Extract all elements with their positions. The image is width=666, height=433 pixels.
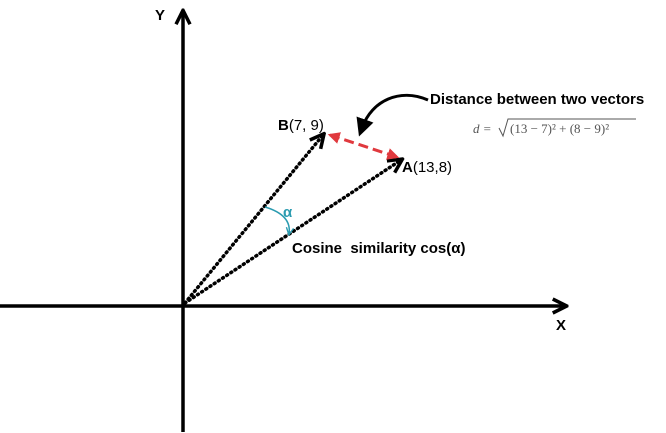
point-name: A bbox=[402, 159, 413, 176]
point-b-label: B(7, 9) bbox=[278, 117, 324, 134]
vector-b bbox=[183, 135, 323, 305]
formula-radicand: (13 − 7)² + (8 − 9)² bbox=[510, 121, 609, 136]
radical-sign bbox=[498, 118, 636, 138]
point-coords: (13,8) bbox=[413, 159, 452, 176]
formula-lhs: d = bbox=[473, 121, 492, 136]
cosine-label: Cosine similarity cos(α) bbox=[292, 240, 465, 257]
x-axis-label: X bbox=[556, 317, 566, 334]
distance-line bbox=[327, 132, 400, 160]
angle-arc bbox=[264, 206, 289, 234]
point-name: B bbox=[278, 117, 289, 134]
point-coords: (7, 9) bbox=[289, 117, 324, 134]
angle-label: α bbox=[283, 204, 293, 221]
y-axis-label: Y bbox=[155, 7, 165, 24]
pointer-arrow bbox=[356, 93, 429, 137]
vector-a bbox=[183, 160, 401, 305]
point-a-label: A(13,8) bbox=[402, 159, 452, 176]
distance-label: Distance between two vectors bbox=[430, 91, 644, 108]
